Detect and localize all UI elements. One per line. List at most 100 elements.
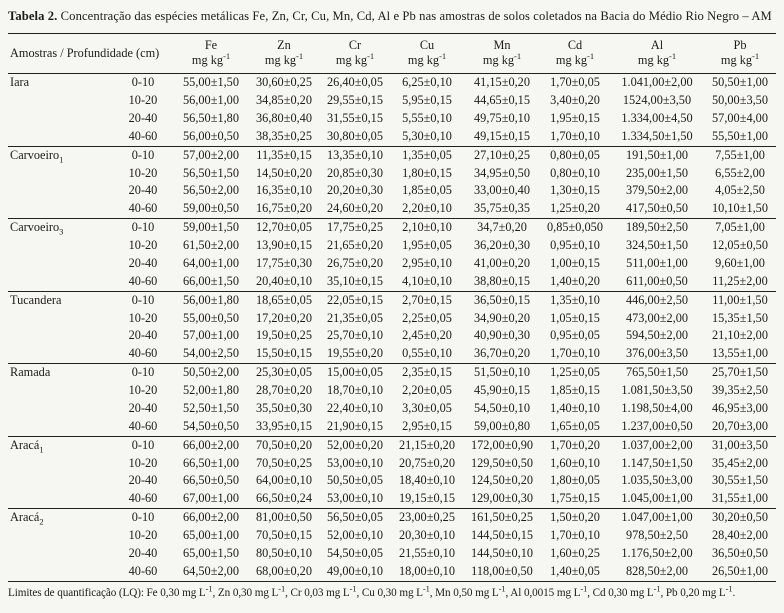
cd-value-cell: 1,70±0,10: [550, 128, 600, 143]
group-aracá2: Aracá2 0-10 66,00±2,00 81,00±0,50 56,50±0,05…: [8, 508, 776, 581]
fe-value-cell: 57,00±2,00: [183, 147, 239, 162]
cr-value-cell: 50,50±0,05: [327, 473, 383, 488]
depth-cell: 0-10: [131, 292, 155, 307]
mn-value-cell: 172,00±0,90: [470, 437, 534, 452]
fe-value-cell: 56,50±1,50: [183, 165, 239, 180]
al-value-cell: 324,50±1,50: [625, 238, 689, 253]
group-iara: Iara 0-10 55,00±1,50 30,60±0,25 26,40±0,05 6,…: [8, 73, 776, 147]
depth-cell: 0-10: [131, 437, 155, 452]
al-value-cell: 1.041,00±2,00: [621, 75, 693, 90]
fe-value-cell: 66,00±2,00: [183, 510, 239, 525]
al-value-cell: 828,50±2,00: [625, 563, 689, 578]
pb-value-cell: 11,00±1,50: [712, 292, 768, 307]
pb-value-cell: 7,05±1,00: [715, 220, 765, 235]
cu-value-cell: 2,20±0,10: [402, 201, 452, 216]
pb-value-cell: 4,05±2,50: [715, 183, 765, 198]
sample-name: Carvoeiro1: [10, 147, 64, 165]
table-row: 20-40 56,50±1,80 36,80±0,40 31,55±0,15 5,55±…: [8, 110, 776, 128]
fe-value-cell: 59,00±0,50: [183, 201, 239, 216]
mn-value-cell: 40,90±0,30: [474, 328, 530, 343]
cr-value-cell: 17,75±0,25: [327, 220, 383, 235]
sample-name: Aracá2: [10, 510, 44, 527]
cd-value-cell: 0,80±0,10: [550, 165, 600, 180]
cd-value-cell: 1,85±0,15: [550, 383, 600, 398]
fe-value-cell: 52,50±1,50: [183, 400, 239, 415]
mn-value-cell: 129,00±0,30: [470, 491, 534, 506]
cd-value-cell: 1,70±0,20: [550, 437, 600, 452]
zn-value-cell: 16,35±0,10: [256, 183, 312, 198]
depth-cell: 20-40: [128, 183, 158, 198]
zn-value-cell: 19,50±0,25: [256, 328, 312, 343]
pb-value-cell: 11,25±2,00: [712, 273, 768, 288]
cr-value-cell: 22,05±0,15: [327, 292, 383, 307]
cu-value-cell: 19,15±0,15: [399, 491, 455, 506]
fe-value-cell: 56,50±1,80: [183, 110, 239, 125]
sample-name: Ramada: [10, 365, 51, 380]
al-value-cell: 1.035,50±3,00: [621, 473, 693, 488]
zn-value-cell: 30,60±0,25: [256, 75, 312, 90]
al-value-cell: 1524,00±3,50: [622, 93, 692, 108]
zn-value-cell: 18,65±0,05: [256, 292, 312, 307]
pb-value-cell: 7,55±1,00: [715, 147, 765, 162]
pb-value-cell: 12,05±0,50: [712, 238, 768, 253]
cu-value-cell: 20,30±0,10: [399, 528, 455, 543]
cr-value-cell: 25,70±0,10: [327, 328, 383, 343]
cd-value-cell: 1,35±0,10: [550, 292, 600, 307]
table-row: 40-60 54,00±2,50 15,50±0,15 19,55±0,20 0,55±…: [8, 345, 776, 363]
cd-value-cell: 1,65±0,05: [550, 418, 600, 433]
cu-value-cell: 2,95±0,10: [402, 255, 452, 270]
cr-value-cell: 13,35±0,10: [327, 147, 383, 162]
cu-value-cell: 1,95±0,05: [402, 238, 452, 253]
sample-name: Carvoeiro3: [10, 220, 64, 237]
pb-value-cell: 46,95±3,00: [712, 400, 768, 415]
table-row: Carvoeiro3 0-10 59,00±1,50 12,70±0,05 17,75±…: [8, 219, 776, 237]
pb-value-cell: 31,55±1,00: [712, 491, 768, 506]
table-row: Carvoeiro1 0-10 57,00±2,00 11,35±0,15 13,35±…: [8, 146, 776, 164]
mn-value-cell: 36,70±0,20: [474, 346, 530, 361]
cr-value-cell: 26,75±0,20: [327, 255, 383, 270]
depth-cell: 10-20: [128, 383, 158, 398]
cr-value-cell: 56,50±0,05: [327, 510, 383, 525]
header-cu: Cu mg kg-1: [407, 38, 447, 67]
fe-value-cell: 65,00±1,50: [183, 545, 239, 560]
al-value-cell: 189,50±2,50: [625, 220, 689, 235]
cu-value-cell: 6,25±0,10: [402, 75, 452, 90]
cr-value-cell: 21,90±0,15: [327, 418, 383, 433]
cr-value-cell: 19,55±0,20: [327, 346, 383, 361]
cr-value-cell: 20,85±0,30: [327, 165, 383, 180]
cd-value-cell: 1,70±0,05: [550, 75, 600, 90]
fe-value-cell: 56,00±0,50: [183, 128, 239, 143]
cu-value-cell: 1,85±0,05: [402, 183, 452, 198]
fe-value-cell: 54,50±0,50: [183, 418, 239, 433]
fe-value-cell: 52,00±1,80: [183, 383, 239, 398]
mn-value-cell: 129,50±0,50: [470, 455, 534, 470]
zn-value-cell: 70,50±0,20: [256, 437, 312, 452]
zn-value-cell: 35,50±0,30: [256, 400, 312, 415]
mn-value-cell: 38,80±0,15: [474, 273, 530, 288]
mn-value-cell: 124,50±0,20: [470, 473, 534, 488]
fe-value-cell: 64,50±2,00: [183, 563, 239, 578]
cd-value-cell: 1,30±0,15: [550, 183, 600, 198]
sample-name: Aracá1: [10, 437, 44, 455]
pb-value-cell: 28,40±2,00: [712, 528, 768, 543]
depth-cell: 40-60: [128, 491, 158, 506]
zn-value-cell: 68,00±0,20: [256, 563, 312, 578]
cu-value-cell: 1,80±0,15: [402, 165, 452, 180]
fe-value-cell: 67,00±1,00: [183, 491, 239, 506]
table-row: 40-60 54,50±0,50 33,95±0,15 21,90±0,15 2,95±…: [8, 418, 776, 436]
depth-cell: 20-40: [128, 328, 158, 343]
pb-value-cell: 57,00±4,00: [712, 110, 768, 125]
pb-value-cell: 50,00±3,50: [712, 93, 768, 108]
cr-value-cell: 31,55±0,15: [327, 110, 383, 125]
table-row: 10-20 56,50±1,50 14,50±0,20 20,85±0,30 1,80±…: [8, 164, 776, 182]
depth-cell: 20-40: [128, 545, 158, 560]
cu-value-cell: 21,55±0,10: [399, 545, 455, 560]
table-row: 10-20 61,50±2,00 13,90±0,15 21,65±0,20 1,95±…: [8, 237, 776, 255]
mn-value-cell: 36,20±0,30: [474, 238, 530, 253]
depth-cell: 10-20: [128, 455, 158, 470]
cr-value-cell: 29,55±0,15: [327, 93, 383, 108]
fe-value-cell: 56,50±2,00: [183, 183, 239, 198]
cd-value-cell: 1,00±0,15: [550, 255, 600, 270]
depth-cell: 10-20: [128, 93, 158, 108]
mn-value-cell: 49,15±0,15: [474, 128, 530, 143]
